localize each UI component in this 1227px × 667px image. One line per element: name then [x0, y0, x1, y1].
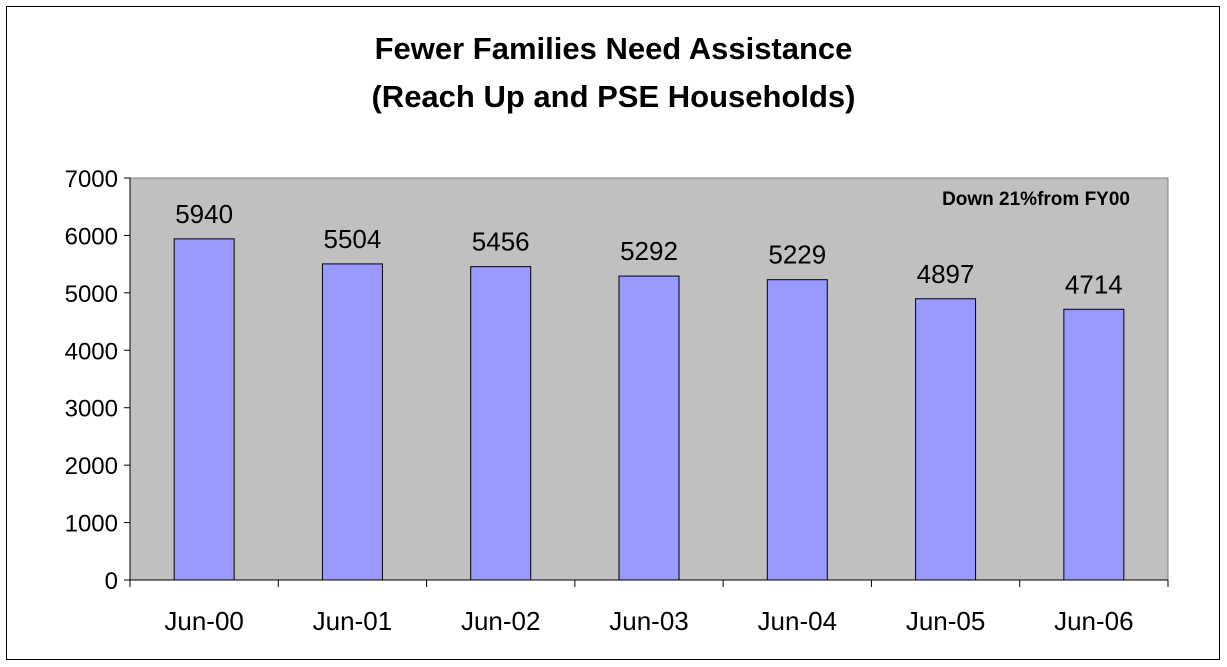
- chart-title-line-1: Fewer Families Need Assistance: [374, 31, 853, 66]
- x-tick-label: Jun-05: [906, 606, 986, 636]
- bar: [1063, 308, 1125, 581]
- x-tick-label: Jun-00: [164, 606, 244, 636]
- y-tick-label: 0: [105, 568, 118, 595]
- bar: [470, 266, 532, 581]
- x-tick-label: Jun-01: [313, 606, 393, 636]
- x-tick-label: Jun-02: [461, 606, 541, 636]
- chart-title-line-2: (Reach Up and PSE Households): [371, 79, 856, 114]
- bar-value-label: 5940: [175, 199, 233, 229]
- x-tick-label: Jun-06: [1054, 606, 1134, 636]
- y-tick-label: 3000: [65, 396, 118, 423]
- y-tick-label: 5000: [65, 281, 118, 308]
- bar-value-label: 4897: [917, 259, 975, 289]
- x-axis-ticks: Jun-00 Jun-01 Jun-02 Jun-03 Jun-04 Jun-05 Jun-…: [129, 580, 1169, 636]
- data-labels: 5940 5504 5456 5292 5229 4897 4714: [175, 199, 1123, 299]
- bar: [321, 263, 383, 581]
- bar-value-label: 5292: [620, 236, 678, 266]
- x-tick-label: Jun-04: [758, 606, 838, 636]
- bar-value-label: 4714: [1065, 269, 1123, 299]
- bar-series: [173, 238, 1125, 581]
- bar-value-label: 5456: [472, 227, 530, 257]
- chart-annotation: Down 21%from FY00: [942, 189, 1130, 210]
- y-tick-label: 7000: [65, 166, 118, 193]
- bar: [915, 298, 977, 581]
- bar-value-label: 5229: [768, 240, 826, 270]
- y-tick-label: 6000: [65, 223, 118, 250]
- bar: [766, 279, 828, 581]
- y-tick-label: 1000: [65, 511, 118, 538]
- x-tick-label: Jun-03: [609, 606, 689, 636]
- bar: [173, 238, 235, 581]
- y-tick-label: 2000: [65, 453, 118, 480]
- bar-value-label: 5504: [324, 224, 382, 254]
- y-tick-label: 4000: [65, 338, 118, 365]
- y-axis-ticks: 0 1000 2000 3000 4000 5000 6000 7000: [65, 166, 130, 595]
- bar: [618, 275, 680, 581]
